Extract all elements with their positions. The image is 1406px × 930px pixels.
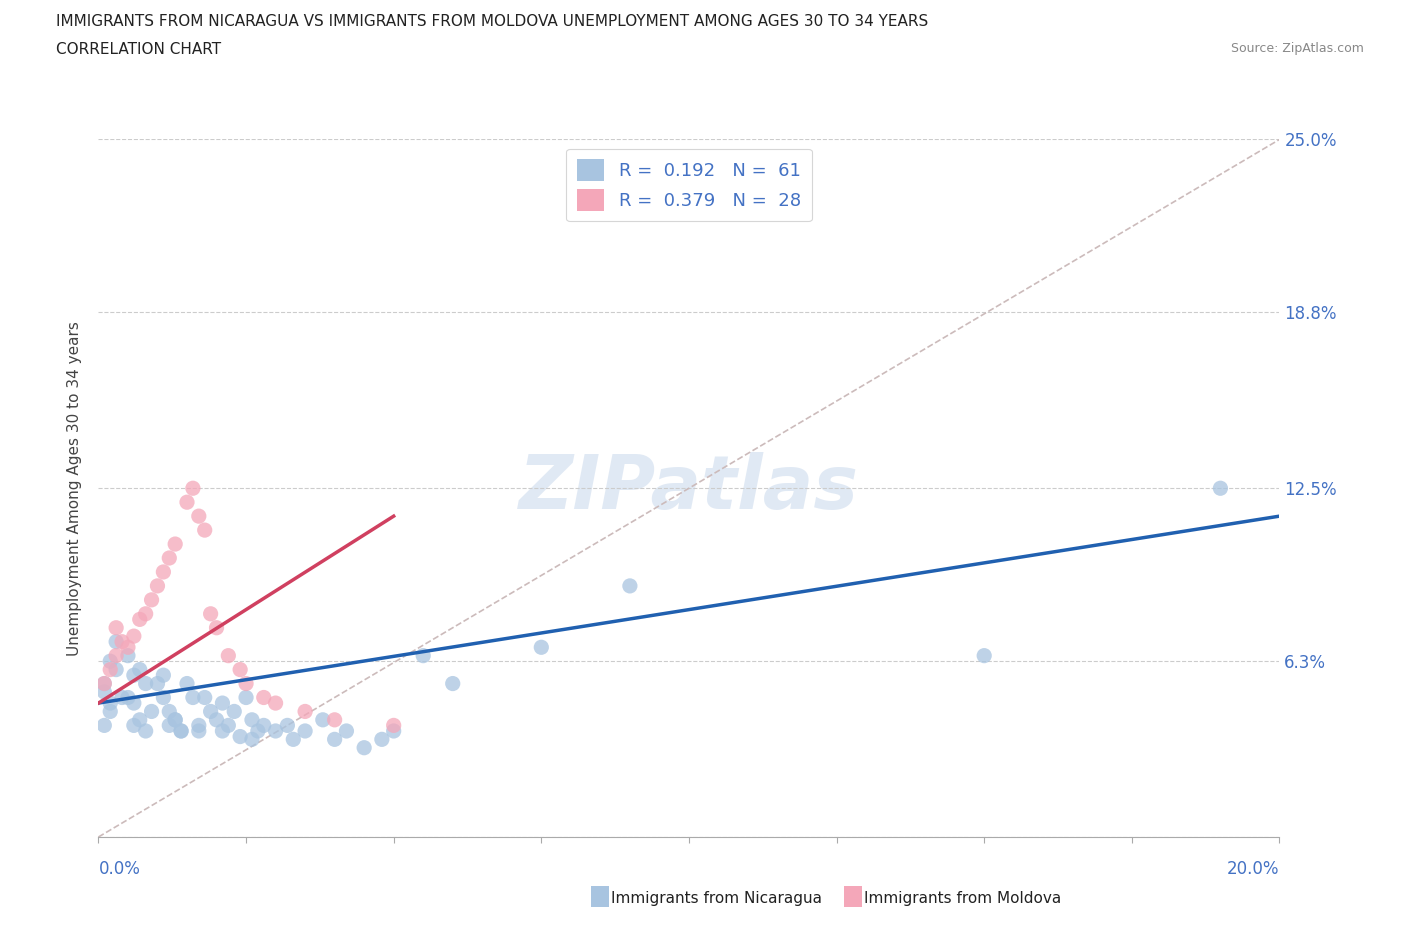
Point: [157, 704, 180, 719]
Point: [264, 724, 287, 738]
Point: [93, 718, 115, 733]
Point: [181, 481, 204, 496]
Point: [135, 606, 157, 621]
Point: [353, 740, 375, 755]
Point: [217, 648, 239, 663]
Point: [200, 606, 222, 621]
Point: [105, 634, 128, 649]
Point: [973, 648, 995, 663]
Point: [98, 696, 121, 711]
Point: [323, 732, 346, 747]
Y-axis label: Unemployment Among Ages 30 to 34 years: Unemployment Among Ages 30 to 34 years: [67, 321, 83, 656]
Point: [122, 629, 145, 644]
Point: [371, 732, 394, 747]
Point: [157, 551, 180, 565]
Point: [170, 724, 193, 738]
Point: [98, 704, 121, 719]
Point: [194, 690, 217, 705]
Point: [93, 684, 115, 699]
Point: [253, 690, 276, 705]
Text: CORRELATION CHART: CORRELATION CHART: [56, 42, 221, 57]
Point: [128, 662, 150, 677]
Point: [152, 565, 174, 579]
Point: [105, 620, 128, 635]
Point: [312, 712, 335, 727]
Point: [217, 718, 239, 733]
Point: [117, 648, 139, 663]
Point: [98, 654, 121, 669]
Point: [165, 712, 187, 727]
Point: [283, 732, 305, 747]
Point: [141, 704, 163, 719]
Point: [176, 495, 198, 510]
Point: [240, 712, 263, 727]
Point: [382, 718, 405, 733]
Point: [240, 732, 263, 747]
Point: [93, 676, 115, 691]
Point: [128, 712, 150, 727]
Point: [187, 718, 209, 733]
Point: [229, 729, 252, 744]
Point: [1209, 481, 1232, 496]
Text: IMMIGRANTS FROM NICARAGUA VS IMMIGRANTS FROM MOLDOVA UNEMPLOYMENT AMONG AGES 30 : IMMIGRANTS FROM NICARAGUA VS IMMIGRANTS …: [56, 14, 928, 29]
Point: [117, 690, 139, 705]
Point: [187, 509, 209, 524]
Legend: R =  0.192   N =  61, R =  0.379   N =  28: R = 0.192 N = 61, R = 0.379 N = 28: [567, 149, 811, 221]
Point: [246, 724, 269, 738]
Point: [235, 676, 257, 691]
Point: [111, 690, 134, 705]
Point: [200, 704, 222, 719]
Point: [253, 718, 276, 733]
Point: [157, 718, 180, 733]
Point: [135, 676, 157, 691]
Point: [441, 676, 464, 691]
Text: Immigrants from Nicaragua: Immigrants from Nicaragua: [610, 891, 821, 906]
Point: [135, 724, 157, 738]
Point: [205, 712, 228, 727]
Point: [382, 724, 405, 738]
Point: [211, 696, 233, 711]
Point: [211, 724, 233, 738]
Text: Source: ZipAtlas.com: Source: ZipAtlas.com: [1230, 42, 1364, 55]
Point: [117, 640, 139, 655]
Point: [530, 640, 553, 655]
Point: [128, 612, 150, 627]
Point: [141, 592, 163, 607]
Point: [122, 718, 145, 733]
Point: [194, 523, 217, 538]
Point: [264, 696, 287, 711]
Point: [335, 724, 357, 738]
Point: [152, 668, 174, 683]
Point: [294, 704, 316, 719]
Point: [176, 676, 198, 691]
Point: [181, 690, 204, 705]
Text: 20.0%: 20.0%: [1227, 860, 1279, 878]
Point: [93, 676, 115, 691]
Point: [122, 696, 145, 711]
Point: [165, 537, 187, 551]
Point: [146, 676, 169, 691]
Point: [276, 718, 298, 733]
Point: [619, 578, 641, 593]
Point: [187, 724, 209, 738]
Text: Immigrants from Moldova: Immigrants from Moldova: [863, 891, 1062, 906]
Point: [111, 634, 134, 649]
Point: [205, 620, 228, 635]
Point: [229, 662, 252, 677]
Text: ZIPatlas: ZIPatlas: [519, 452, 859, 525]
Point: [98, 662, 121, 677]
Point: [294, 724, 316, 738]
Point: [170, 724, 193, 738]
Point: [224, 704, 246, 719]
Point: [235, 690, 257, 705]
Point: [105, 648, 128, 663]
Point: [122, 668, 145, 683]
Point: [165, 712, 187, 727]
Text: 0.0%: 0.0%: [98, 860, 141, 878]
Point: [105, 662, 128, 677]
Point: [146, 578, 169, 593]
Point: [152, 690, 174, 705]
Point: [412, 648, 434, 663]
Point: [323, 712, 346, 727]
